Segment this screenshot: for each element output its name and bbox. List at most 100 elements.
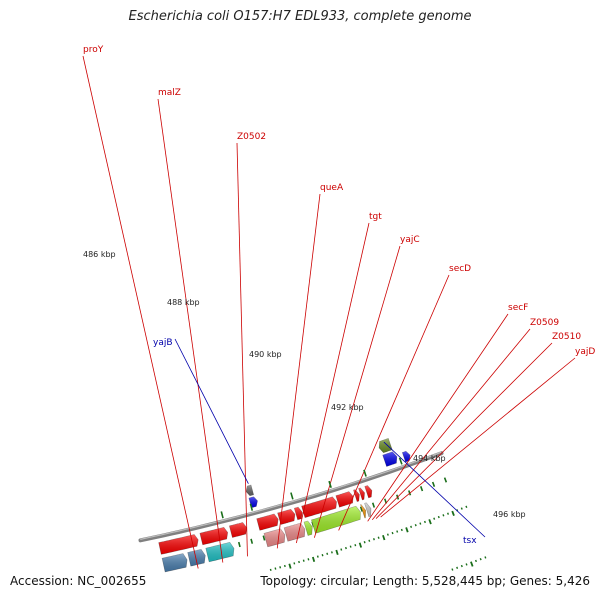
track-dot (372, 538, 375, 541)
kbp-label: 496 kbp (493, 510, 526, 519)
genome-backbone-highlight (140, 451, 442, 540)
gene-label-text: secF (508, 303, 528, 313)
kbp-labels: 486 kbp 488 kbp 490 kbp 492 kbp 494 kbp 496 k… (83, 250, 526, 519)
map-title: Escherichia coli O157:H7 EDL933, complet… (128, 9, 472, 24)
track-dot (288, 563, 292, 569)
gene-label-yajD: yajD (380, 347, 595, 518)
gene-label-text: tsx (463, 536, 477, 546)
track-dot (433, 517, 436, 520)
backbone-tick (359, 506, 363, 512)
tsx-olive-feature-shade (379, 438, 393, 453)
gene-leader-line (82, 55, 199, 569)
cds-arrow-shade (229, 522, 247, 538)
backbone-tick (237, 541, 241, 548)
kbp-label: 494 kbp (413, 454, 446, 463)
track-dot (400, 528, 403, 532)
cds-arrow-shade (158, 534, 199, 555)
gene-label-text: Z0509 (530, 318, 559, 328)
gene-label-text: tgt (369, 212, 382, 222)
tsx-feature-shade (382, 451, 397, 467)
gene-label-yajB: yajB (153, 338, 249, 484)
backbone-tick (250, 538, 254, 544)
gene-leader-line (157, 98, 224, 563)
track-dot (405, 527, 409, 533)
track-dot (269, 568, 272, 572)
gene-leader-line (367, 313, 509, 522)
gene-label-text: secD (449, 264, 471, 274)
track-dot (484, 556, 487, 559)
track-dot (382, 534, 386, 541)
track-dot (396, 530, 399, 533)
track-dot (298, 560, 300, 564)
cds-arrow-shade (335, 491, 354, 508)
gene-label-secF: secF (367, 303, 528, 522)
gene-leader-line (236, 142, 248, 557)
track-dot (293, 562, 296, 565)
track-dot (311, 556, 316, 563)
cds-arrow-shade (256, 514, 279, 531)
gene-leader-line (383, 441, 486, 538)
cds-arrow-shade (358, 487, 365, 500)
track-dot (451, 510, 455, 517)
track-dot (316, 555, 319, 558)
gene-label-tsx: tsx (383, 441, 486, 546)
track-dot (349, 545, 352, 548)
tgt-feature-shade (284, 523, 305, 542)
gene-label-text: yajC (400, 235, 420, 245)
gene-label-text: Z0502 (237, 132, 266, 142)
track-dot (460, 564, 463, 568)
track-dot (363, 541, 366, 544)
track-dot (377, 536, 380, 539)
track-dot (330, 551, 333, 554)
gene-label-text: proY (83, 45, 104, 55)
proY-feature-shade (187, 549, 206, 567)
backbone-tick (262, 535, 266, 541)
track-dot (283, 564, 286, 568)
proY-feature-shade (162, 553, 188, 572)
track-dot (460, 507, 463, 510)
track-dot (446, 512, 449, 515)
gene-label-text: malZ (158, 88, 181, 98)
track-dot (391, 531, 394, 535)
backbone-tick (371, 502, 376, 508)
track-dot (386, 533, 389, 536)
cds-arrow-shade (301, 496, 337, 518)
cds-arrow-shade (277, 509, 295, 525)
track-dot (428, 519, 432, 525)
track-dot (340, 548, 343, 551)
kbp-tick (249, 503, 254, 511)
gene-label-text: yajD (575, 347, 595, 357)
track-dot (474, 559, 477, 563)
queA-feature-shade (264, 528, 285, 547)
gene-leader-line (338, 274, 450, 531)
gene-label-tgt: tgt (295, 212, 382, 544)
track-dot (358, 542, 363, 548)
track-dot (326, 552, 329, 555)
outer-dotted-track (269, 505, 487, 572)
track-dot (414, 524, 417, 527)
gene-label-Z0502: Z0502 (236, 132, 266, 557)
genome-backbone (138, 451, 444, 543)
track-dot (302, 559, 305, 562)
cds-arrow-shade (364, 485, 372, 498)
yajC-feature-shade (304, 521, 313, 536)
secF-feature-shade (360, 504, 366, 518)
gene-label-Z0509: Z0509 (371, 318, 559, 521)
track-dot (423, 520, 426, 524)
gene-label-yajC: yajC (313, 235, 420, 538)
track-dot (368, 539, 371, 542)
track-dot (307, 558, 310, 561)
gene-label-Z0510: Z0510 (375, 332, 581, 519)
gene-leader-line (375, 342, 553, 519)
Z0509-feature-shade (364, 502, 371, 517)
gene-label-queA: queA (276, 183, 344, 549)
gene-label-secD: secD (338, 264, 471, 531)
track-dot (354, 544, 357, 547)
track-dot (479, 557, 482, 561)
backbone-tick (431, 481, 436, 487)
blue-feature-shade (402, 451, 411, 462)
track-dot (274, 567, 277, 570)
kbp-label: 486 kbp (83, 250, 116, 259)
kbp-tick (398, 457, 403, 465)
